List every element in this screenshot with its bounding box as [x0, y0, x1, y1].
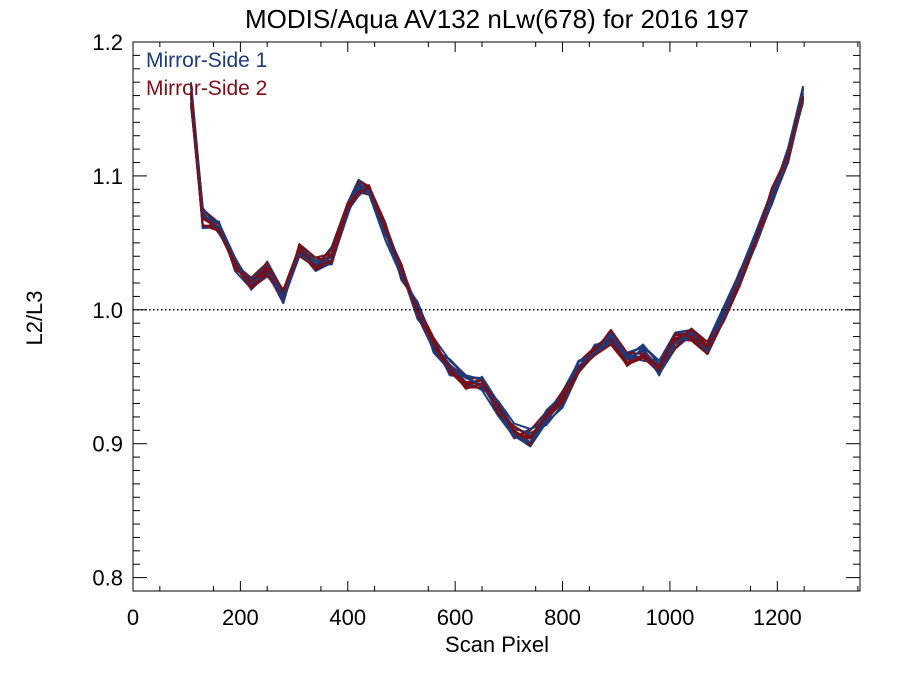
- series-line-mirror-side-2-1: [190, 85, 805, 438]
- legend-item-mirror-side-1: Mirror-Side 1: [146, 49, 267, 72]
- series-line-mirror-side-1-4: [190, 91, 805, 444]
- y-tick-label: 0.8: [92, 566, 123, 591]
- series-line-mirror-side-1-3: [190, 95, 805, 437]
- series-line-mirror-side-1-6: [190, 87, 805, 430]
- y-tick-label: 0.9: [92, 432, 123, 457]
- legend: Mirror-Side 1 Mirror-Side 2: [146, 49, 267, 100]
- y-axis: 0.8 0.9 1.0 1.1 1.2: [92, 30, 860, 591]
- x-tick-label: 0: [127, 605, 139, 630]
- x-tick-label: 1000: [645, 605, 694, 630]
- series-line-mirror-side-2-7: [190, 99, 805, 438]
- series-line-mirror-side-1-2: [190, 92, 805, 438]
- series-line-mirror-side-1-5: [190, 89, 805, 434]
- plot-frame: [132, 41, 861, 592]
- legend-item-mirror-side-2: Mirror-Side 2: [146, 77, 267, 100]
- series-line-mirror-side-2-3: [190, 96, 805, 440]
- series-line-mirror-side-1-1: [190, 82, 805, 448]
- x-tick-label: 400: [329, 605, 366, 630]
- series-line-mirror-side-2-8: [190, 92, 805, 440]
- series-line-mirror-side-2-2: [190, 97, 805, 440]
- series-line-mirror-side-2-5: [190, 87, 805, 446]
- x-tick-label: 1200: [753, 605, 802, 630]
- x-tick-label: 600: [437, 605, 474, 630]
- x-axis-label: Scan Pixel: [445, 632, 549, 657]
- plot-lines: [190, 82, 805, 448]
- x-tick-label: 200: [222, 605, 259, 630]
- series-line-mirror-side-2-6: [190, 84, 805, 440]
- series-line-mirror-side-2-4: [190, 91, 805, 444]
- x-axis: 0 200 400 600 800 1000 1200: [127, 42, 859, 630]
- y-tick-label: 1.0: [92, 298, 123, 323]
- x-tick-label: 800: [544, 605, 581, 630]
- y-tick-label: 1.1: [92, 164, 123, 189]
- chart-title: MODIS/Aqua AV132 nLw(678) for 2016 197: [245, 4, 749, 34]
- series-line-mirror-side-1-7: [190, 87, 805, 444]
- y-tick-label: 1.2: [92, 30, 123, 55]
- series-line-mirror-side-1-8: [190, 96, 805, 444]
- y-axis-label: L2/L3: [22, 290, 47, 345]
